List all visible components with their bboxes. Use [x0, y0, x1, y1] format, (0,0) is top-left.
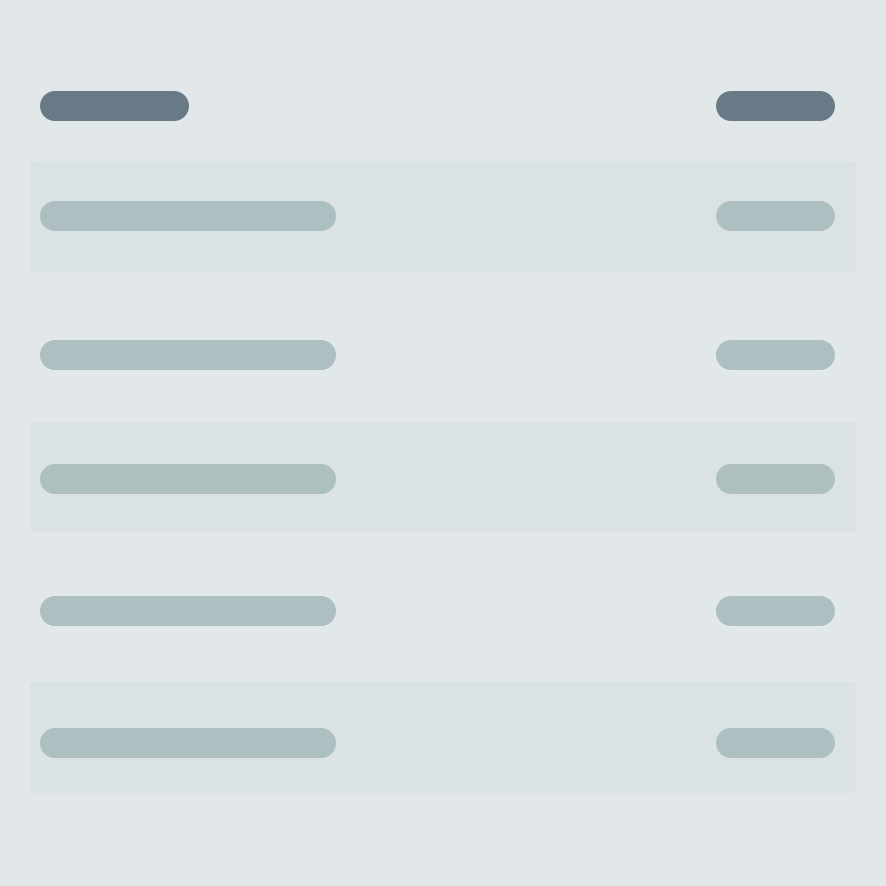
table-row [30, 422, 856, 532]
row-label-placeholder [40, 340, 336, 370]
table-row [30, 161, 856, 272]
table-row [30, 682, 856, 793]
row-label-placeholder [40, 464, 336, 494]
row-value-placeholder [716, 728, 835, 758]
table-row [30, 300, 856, 410]
header-left-placeholder [40, 91, 189, 121]
row-label-placeholder [40, 596, 336, 626]
row-value-placeholder [716, 596, 835, 626]
row-label-placeholder [40, 728, 336, 758]
table-row [30, 556, 856, 666]
row-value-placeholder [716, 201, 835, 231]
row-label-placeholder [40, 201, 336, 231]
row-value-placeholder [716, 464, 835, 494]
row-value-placeholder [716, 340, 835, 370]
header-right-placeholder [716, 91, 835, 121]
